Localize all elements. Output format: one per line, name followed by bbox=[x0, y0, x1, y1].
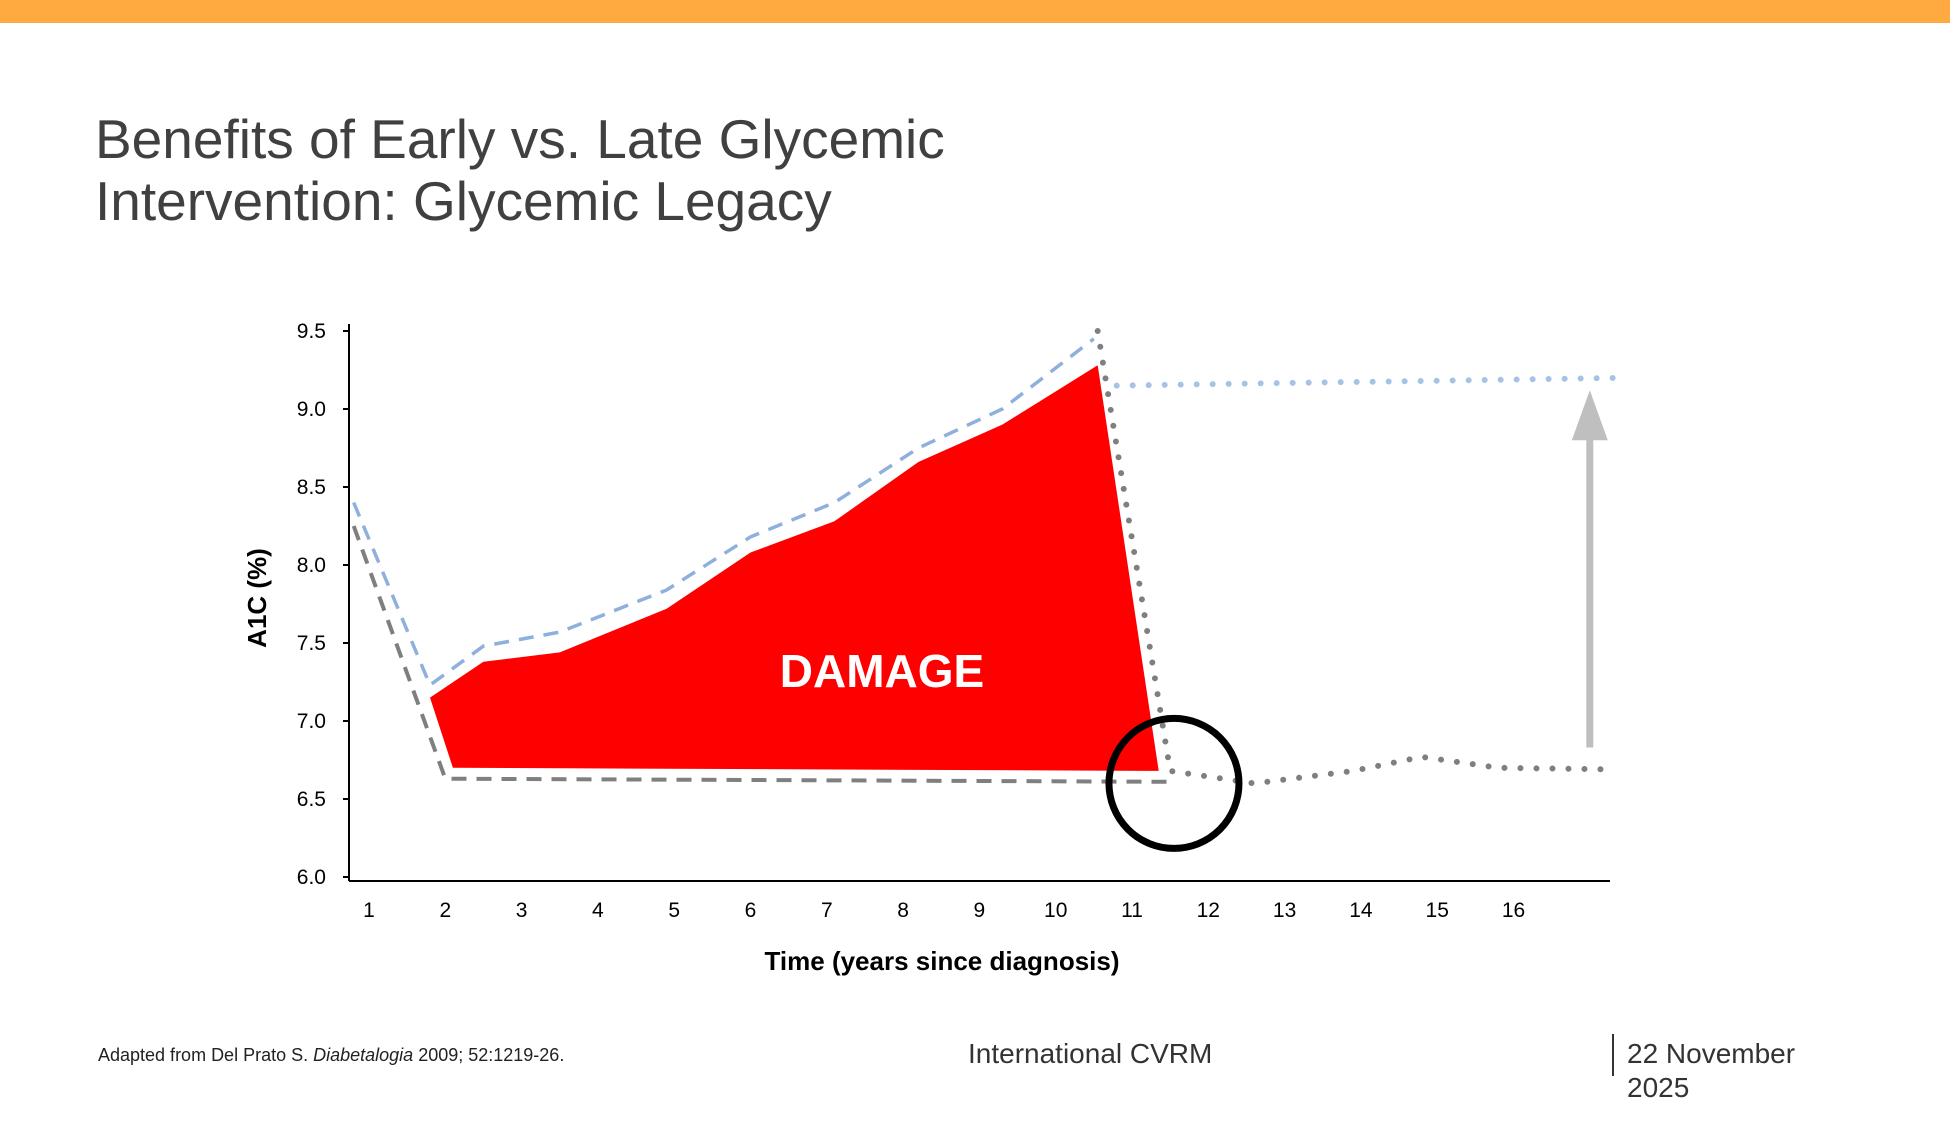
x-tick-label: 5 bbox=[668, 899, 680, 922]
x-tick-label: 13 bbox=[1273, 899, 1296, 922]
footer-date: 22 November 2025 bbox=[1627, 1038, 1796, 1103]
x-tick-label: 15 bbox=[1426, 899, 1449, 922]
damage-label: DAMAGE bbox=[780, 645, 984, 697]
x-tick-label: 4 bbox=[592, 899, 604, 922]
x-tick-label: 3 bbox=[516, 899, 528, 922]
citation-journal: Diabetalogia bbox=[313, 1045, 414, 1065]
x-tick-label: 16 bbox=[1502, 899, 1525, 922]
y-tick-label: 9.5 bbox=[297, 320, 326, 343]
footer-citation: Adapted from Del Prato S. Diabetalogia 2… bbox=[98, 1045, 564, 1066]
y-tick-label: 8.0 bbox=[297, 554, 326, 577]
x-tick-label: 10 bbox=[1044, 899, 1067, 922]
footer-divider bbox=[1612, 1034, 1614, 1076]
series-line-1 bbox=[352, 337, 1095, 687]
slide-title-line-1: Benefits of Early vs. Late Glycemic bbox=[95, 108, 945, 170]
x-tick-label: 9 bbox=[974, 899, 986, 922]
x-tick-label: 8 bbox=[897, 899, 909, 922]
x-tick-label: 2 bbox=[439, 899, 451, 922]
legacy-arrow-head bbox=[1571, 390, 1608, 441]
intervention-circle bbox=[1105, 714, 1243, 852]
y-tick-label: 7.5 bbox=[297, 632, 326, 655]
damage-area bbox=[430, 365, 1159, 771]
x-tick-label: 7 bbox=[821, 899, 833, 922]
citation-prefix: Adapted from Del Prato S. bbox=[98, 1045, 314, 1065]
x-tick-label: 1 bbox=[363, 899, 375, 922]
footer-organization: International CVRM bbox=[968, 1038, 1213, 1069]
x-tick-label: 12 bbox=[1197, 899, 1220, 922]
series-line-3 bbox=[351, 525, 1171, 784]
y-tick-label: 8.5 bbox=[297, 476, 326, 499]
x-tick-label: 14 bbox=[1349, 899, 1373, 922]
x-tick-label: 11 bbox=[1121, 899, 1143, 922]
y-axis-title: A1C (%) bbox=[242, 548, 272, 648]
top-accent-bar bbox=[0, 0, 1950, 23]
y-tick-label: 6.0 bbox=[297, 866, 326, 889]
series-line-4 bbox=[1094, 328, 1616, 787]
y-tick-label: 9.0 bbox=[297, 398, 326, 421]
slide-title-line-2: Intervention: Glycemic Legacy bbox=[95, 170, 832, 232]
x-axis-title: Time (years since diagnosis) bbox=[765, 946, 1120, 976]
y-tick-label: 7.0 bbox=[297, 710, 326, 733]
y-tick-label: 6.5 bbox=[297, 788, 326, 811]
citation-suffix: 2009; 52:1219-26. bbox=[413, 1045, 565, 1065]
x-tick-label: 6 bbox=[745, 899, 757, 922]
series-line-2 bbox=[1113, 374, 1631, 389]
slide-title: Benefits of Early vs. Late Glycemic Inte… bbox=[95, 108, 1195, 232]
